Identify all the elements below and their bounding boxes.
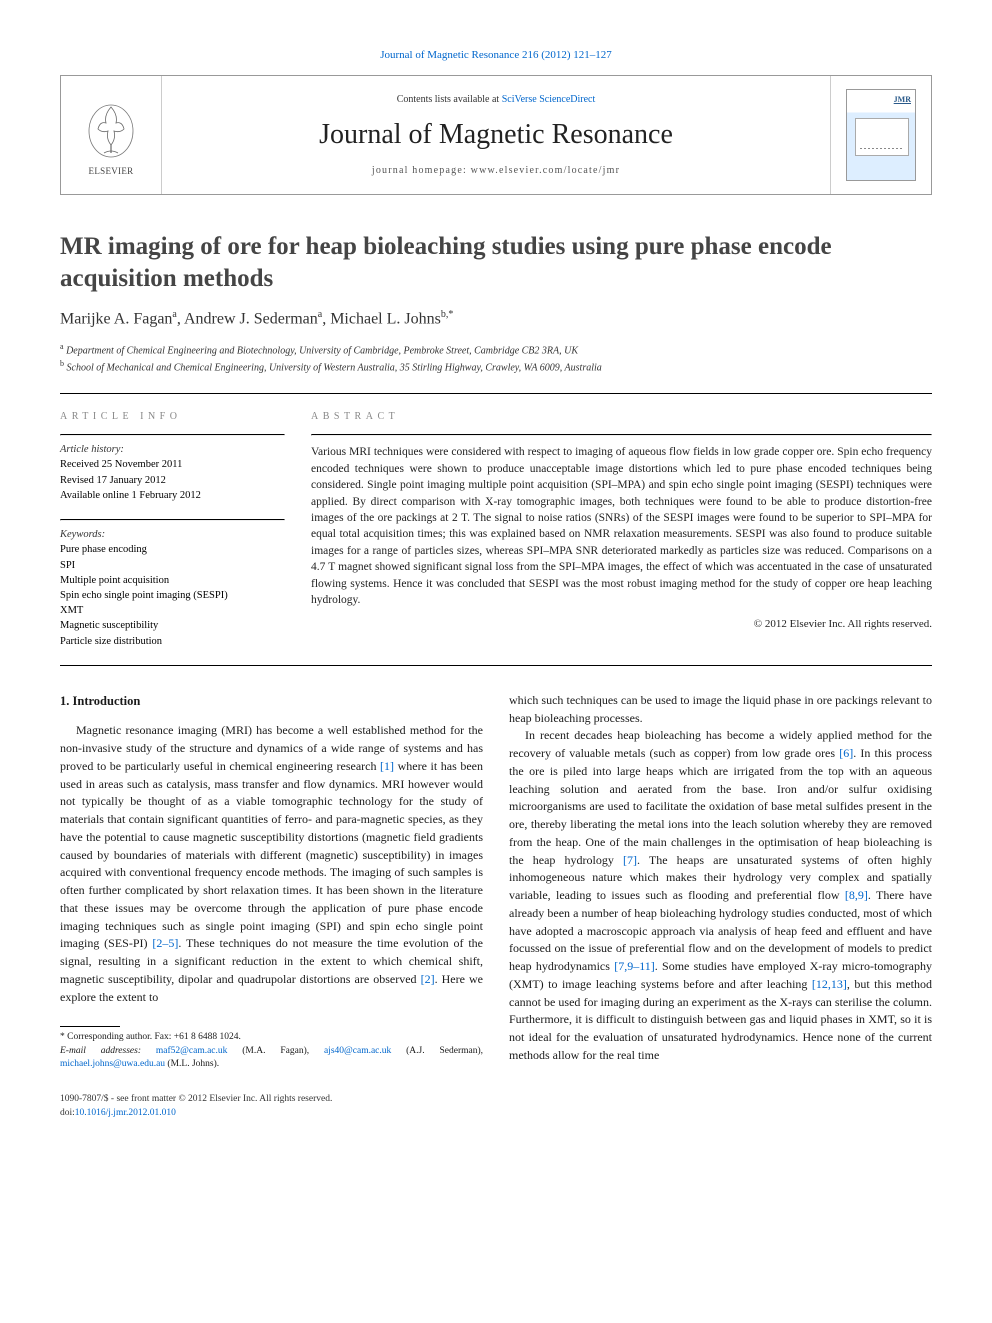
email-name-1: (M.A. Fagan), bbox=[227, 1046, 324, 1056]
keyword: Multiple point acquisition bbox=[60, 573, 285, 588]
author-1: Marijke A. Fagan bbox=[60, 310, 172, 327]
cover-graphic-icon bbox=[855, 118, 909, 156]
keyword: Spin echo single point imaging (SESPI) bbox=[60, 588, 285, 603]
affiliation-b: School of Mechanical and Chemical Engine… bbox=[67, 362, 602, 373]
corresponding-author: * Corresponding author. Fax: +61 8 6488 … bbox=[60, 1031, 483, 1044]
history-label: Article history: bbox=[60, 442, 285, 457]
abstract-divider bbox=[311, 434, 932, 436]
email-link-1[interactable]: maf52@cam.ac.uk bbox=[156, 1046, 228, 1056]
abstract-text: Various MRI techniques were considered w… bbox=[311, 444, 932, 608]
keyword: SPI bbox=[60, 558, 285, 573]
keyword: Magnetic susceptibility bbox=[60, 618, 285, 633]
abstract-heading: ABSTRACT bbox=[311, 410, 932, 424]
keyword: Pure phase encoding bbox=[60, 542, 285, 557]
author-2-aff: a bbox=[318, 309, 322, 320]
info-divider-2 bbox=[60, 519, 285, 521]
elsevier-name: ELSEVIER bbox=[89, 165, 134, 178]
cover-abbrev: JMR bbox=[894, 94, 911, 105]
page-footer: 1090-7807/$ - see front matter © 2012 El… bbox=[60, 1093, 932, 1120]
author-3: Michael L. Johns bbox=[330, 310, 441, 327]
keyword: Particle size distribution bbox=[60, 634, 285, 649]
doi-link[interactable]: 10.1016/j.jmr.2012.01.010 bbox=[75, 1108, 176, 1118]
email-link-2[interactable]: ajs40@cam.ac.uk bbox=[324, 1046, 391, 1056]
journal-name: Journal of Magnetic Resonance bbox=[319, 115, 673, 154]
email-link-3[interactable]: michael.johns@uwa.edu.au bbox=[60, 1059, 165, 1069]
section-1-heading: 1. Introduction bbox=[60, 692, 483, 711]
affiliation-a: Department of Chemical Engineering and B… bbox=[66, 345, 578, 356]
header-center: Contents lists available at SciVerse Sci… bbox=[161, 76, 831, 194]
paragraph-1: Magnetic resonance imaging (MRI) has bec… bbox=[60, 722, 483, 1006]
available-date: Available online 1 February 2012 bbox=[60, 488, 285, 503]
info-divider bbox=[60, 434, 285, 436]
elsevier-tree-icon bbox=[76, 93, 146, 163]
abstract-block: ABSTRACT Various MRI techniques were con… bbox=[311, 410, 932, 649]
doi-prefix: doi: bbox=[60, 1108, 75, 1118]
paragraph-2: which such techniques can be used to ima… bbox=[509, 692, 932, 728]
email-addresses: E-mail addresses: maf52@cam.ac.uk (M.A. … bbox=[60, 1045, 483, 1072]
keywords-label: Keywords: bbox=[60, 527, 285, 542]
author-2: Andrew J. Sederman bbox=[184, 310, 318, 327]
affiliations: a Department of Chemical Engineering and… bbox=[60, 341, 932, 376]
article-info-block: ARTICLE INFO Article history: Received 2… bbox=[60, 410, 285, 649]
received-date: Received 25 November 2011 bbox=[60, 457, 285, 472]
footnote-block: * Corresponding author. Fax: +61 8 6488 … bbox=[60, 1026, 483, 1071]
journal-cover-thumb: JMR bbox=[831, 76, 931, 194]
email-name-2: (A.J. Sederman), bbox=[391, 1046, 483, 1056]
front-matter-line: 1090-7807/$ - see front matter © 2012 El… bbox=[60, 1093, 932, 1106]
footnote-rule bbox=[60, 1026, 120, 1027]
contents-prefix: Contents lists available at bbox=[397, 94, 502, 105]
journal-homepage: journal homepage: www.elsevier.com/locat… bbox=[372, 164, 620, 178]
article-title: MR imaging of ore for heap bioleaching s… bbox=[60, 231, 932, 294]
author-1-aff: a bbox=[172, 309, 176, 320]
journal-citation-link[interactable]: Journal of Magnetic Resonance 216 (2012)… bbox=[60, 48, 932, 63]
keyword: XMT bbox=[60, 603, 285, 618]
paragraph-3: In recent decades heap bioleaching has b… bbox=[509, 727, 932, 1064]
abstract-copyright: © 2012 Elsevier Inc. All rights reserved… bbox=[311, 617, 932, 632]
author-3-aff: b,* bbox=[441, 309, 454, 320]
email-label: E-mail addresses: bbox=[60, 1046, 141, 1056]
revised-date: Revised 17 January 2012 bbox=[60, 473, 285, 488]
body-text: 1. Introduction Magnetic resonance imagi… bbox=[60, 692, 932, 1071]
section-divider-2 bbox=[60, 665, 932, 666]
elsevier-logo: ELSEVIER bbox=[61, 76, 161, 194]
authors-list: Marijke A. Fagana, Andrew J. Sedermana, … bbox=[60, 308, 932, 331]
contents-available: Contents lists available at SciVerse Sci… bbox=[397, 93, 596, 107]
email-name-3: (M.L. Johns). bbox=[165, 1059, 219, 1069]
sciencedirect-link[interactable]: SciVerse ScienceDirect bbox=[502, 94, 596, 105]
journal-header: ELSEVIER Contents lists available at Sci… bbox=[60, 75, 932, 195]
article-info-heading: ARTICLE INFO bbox=[60, 410, 285, 424]
